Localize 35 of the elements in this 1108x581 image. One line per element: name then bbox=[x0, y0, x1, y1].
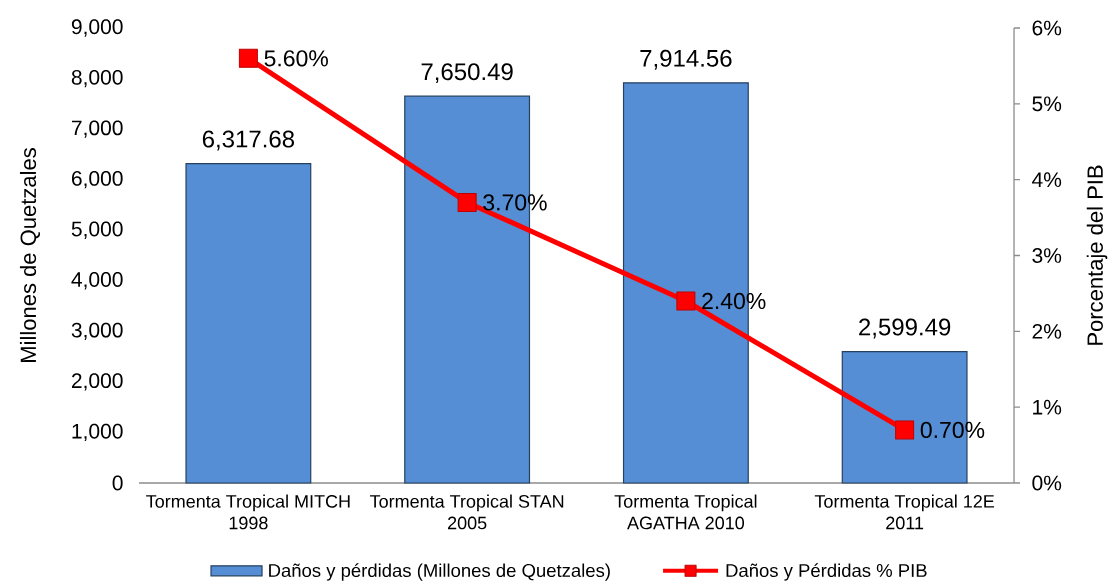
y2-tick-label: 4% bbox=[1032, 172, 1062, 188]
y-tick-label: 0 bbox=[112, 475, 123, 491]
x-tick-label: Tormenta Tropical STAN 2005 bbox=[370, 494, 564, 530]
point bbox=[457, 192, 477, 212]
bar bbox=[185, 163, 312, 484]
y-tick-label: 8,000 bbox=[71, 69, 123, 88]
y2-tick-label: 1% bbox=[1033, 399, 1062, 415]
y2-tick-label: 3% bbox=[1032, 248, 1062, 263]
legend-label: Daños y pérdidas (Millones de Quetzales) bbox=[269, 563, 610, 581]
y-tick-label: 7,000 bbox=[72, 120, 123, 138]
data-label: 2,599.49 bbox=[859, 318, 951, 339]
y2-tick-label: 5% bbox=[1032, 96, 1062, 112]
y-tick-label: 4,000 bbox=[71, 272, 123, 290]
y2-axis-title: Porcentaje del PIB bbox=[1086, 165, 1108, 345]
data-label: 7,650.49 bbox=[421, 63, 513, 84]
x-tick-label: Tormenta Tropical 12E 2011 bbox=[814, 494, 995, 530]
x-tick-label: Tormenta Tropical MITCH 1998 bbox=[146, 494, 350, 530]
legend-label: Daños y Pérdidas % PIB bbox=[726, 563, 927, 581]
y-tick-label: 5,000 bbox=[71, 221, 123, 239]
y2-tick-label: 6% bbox=[1032, 20, 1062, 36]
y2-tick-label: 2% bbox=[1032, 323, 1062, 339]
y-axis-title: Millones de Quetzales bbox=[19, 148, 41, 362]
y-tick-label: 1,000 bbox=[72, 423, 123, 442]
data-label: 7,914.56 bbox=[640, 49, 732, 70]
point bbox=[895, 420, 915, 440]
y-tick-label: 2,000 bbox=[71, 373, 123, 391]
data-label: 6,317.68 bbox=[202, 130, 295, 151]
x-tick-label: Tormenta Tropical AGATHA 2010 bbox=[614, 494, 757, 530]
y-tick-label: 3,000 bbox=[71, 322, 123, 340]
point bbox=[676, 291, 696, 311]
data-label: 5.60% bbox=[264, 50, 328, 67]
y2-tick-label: 0% bbox=[1032, 475, 1062, 491]
y-tick-label: 9,000 bbox=[71, 19, 123, 37]
y-tick-label: 6,000 bbox=[71, 170, 123, 189]
point bbox=[238, 48, 258, 68]
